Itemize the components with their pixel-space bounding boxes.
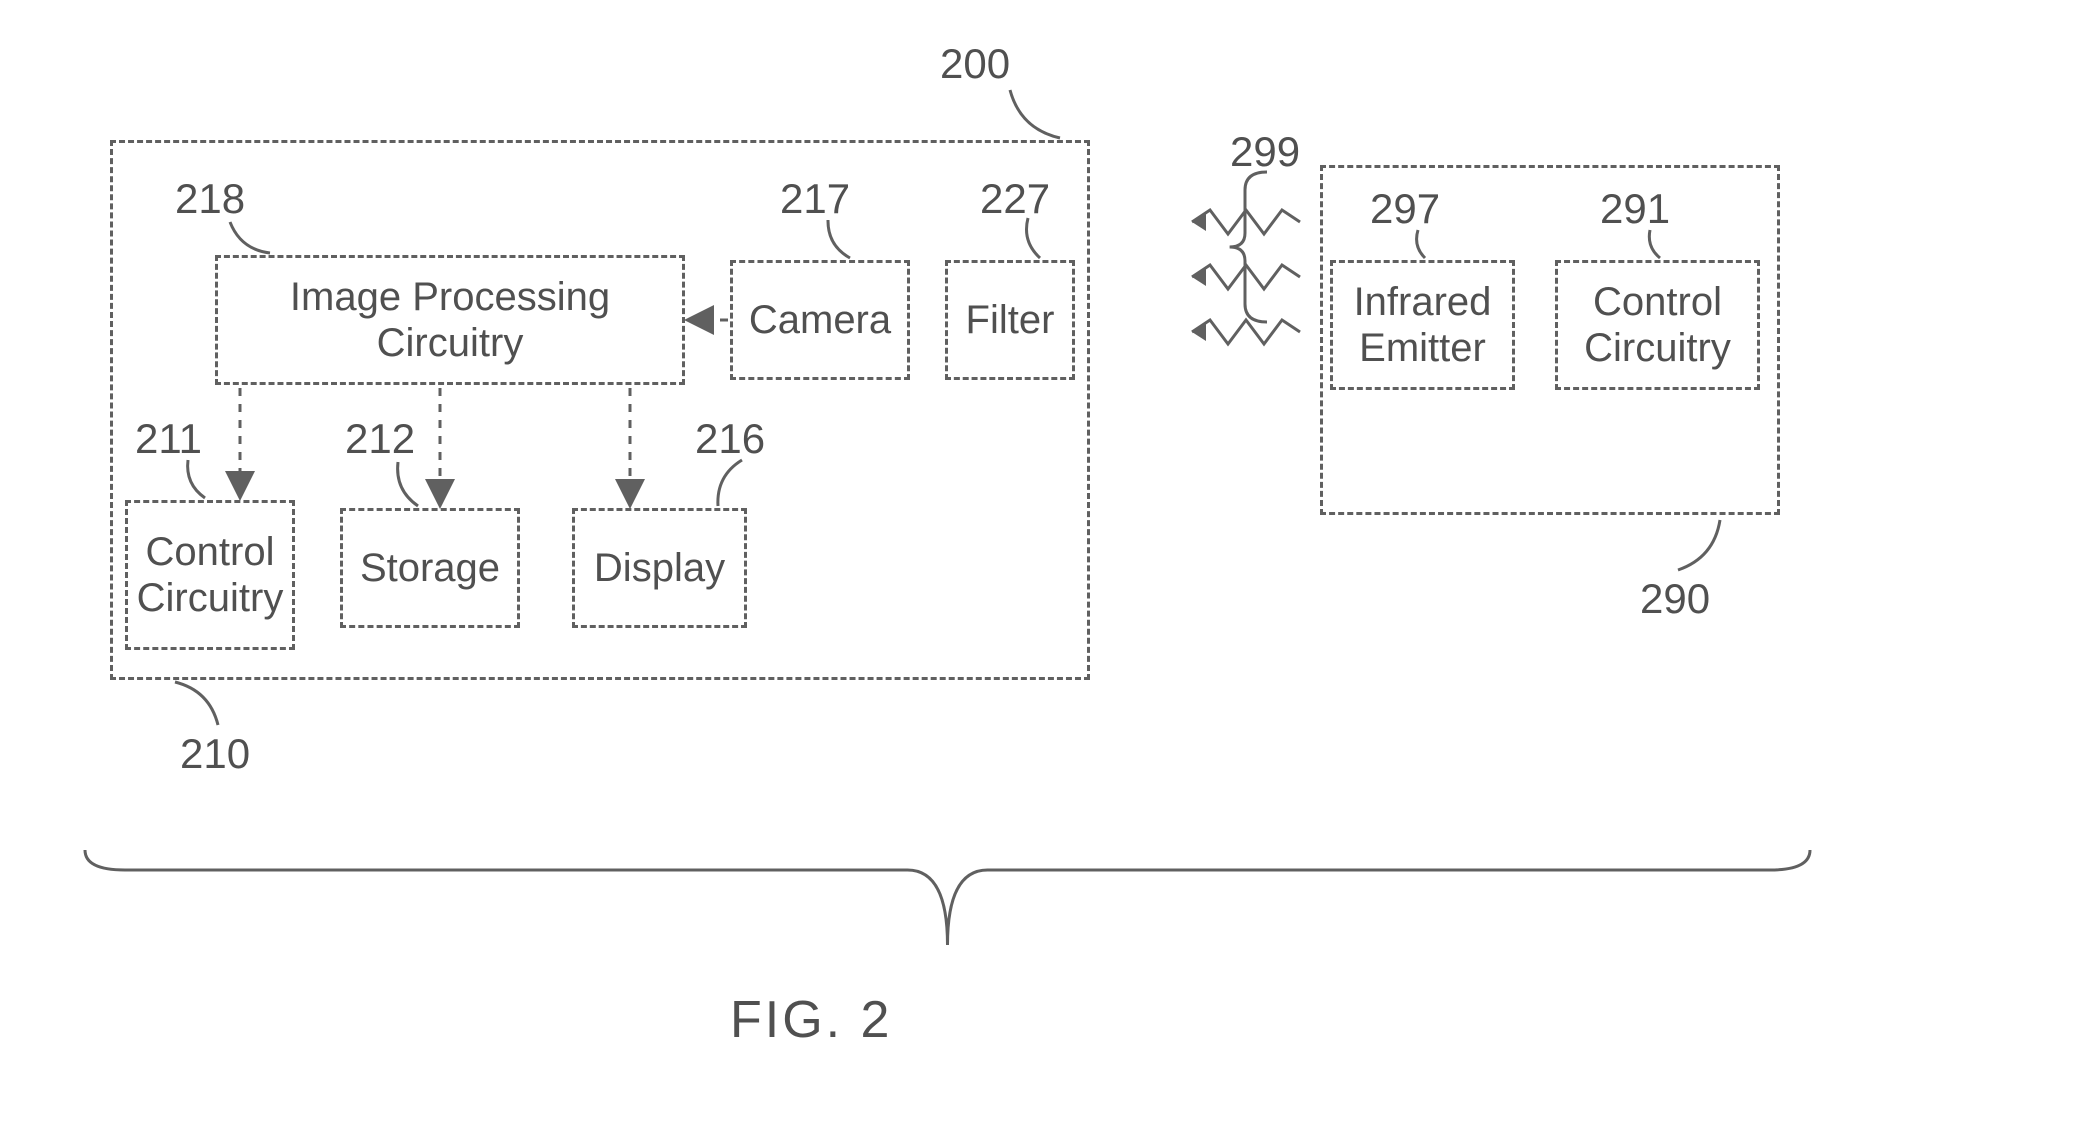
ref-290-label: 290 bbox=[1640, 575, 1710, 623]
storage-box: Storage bbox=[340, 508, 520, 628]
control-circuitry-left-label: ControlCircuitry bbox=[137, 529, 284, 621]
camera-label: Camera bbox=[749, 297, 891, 343]
ref-200-label: 200 bbox=[940, 40, 1010, 88]
camera-box: Camera bbox=[730, 260, 910, 380]
ref-216-label: 216 bbox=[695, 415, 765, 463]
ref-210-label: 210 bbox=[180, 730, 250, 778]
control-circuitry-left-box: ControlCircuitry bbox=[125, 500, 295, 650]
ref-212-label: 212 bbox=[345, 415, 415, 463]
ref-211-label: 211 bbox=[135, 415, 202, 463]
ref-227-label: 227 bbox=[980, 175, 1050, 223]
image-processing-circuitry-label: Image ProcessingCircuitry bbox=[290, 274, 610, 366]
filter-label: Filter bbox=[966, 297, 1055, 343]
ref-218-label: 218 bbox=[175, 175, 245, 223]
ref-299-label: 299 bbox=[1230, 128, 1300, 176]
diagram-canvas: Image ProcessingCircuitry Camera Filter … bbox=[0, 0, 2090, 1136]
control-circuitry-right-label: ControlCircuitry bbox=[1584, 279, 1731, 371]
ref-291-label: 291 bbox=[1600, 185, 1670, 233]
filter-box: Filter bbox=[945, 260, 1075, 380]
infrared-emitter-label: InfraredEmitter bbox=[1354, 279, 1492, 371]
control-circuitry-right-box: ControlCircuitry bbox=[1555, 260, 1760, 390]
figure-caption: FIG. 2 bbox=[730, 990, 892, 1050]
display-label: Display bbox=[594, 545, 725, 591]
image-processing-circuitry-box: Image ProcessingCircuitry bbox=[215, 255, 685, 385]
ref-297-label: 297 bbox=[1370, 185, 1440, 233]
display-box: Display bbox=[572, 508, 747, 628]
infrared-emitter-box: InfraredEmitter bbox=[1330, 260, 1515, 390]
ref-217-label: 217 bbox=[780, 175, 850, 223]
storage-label: Storage bbox=[360, 545, 500, 591]
